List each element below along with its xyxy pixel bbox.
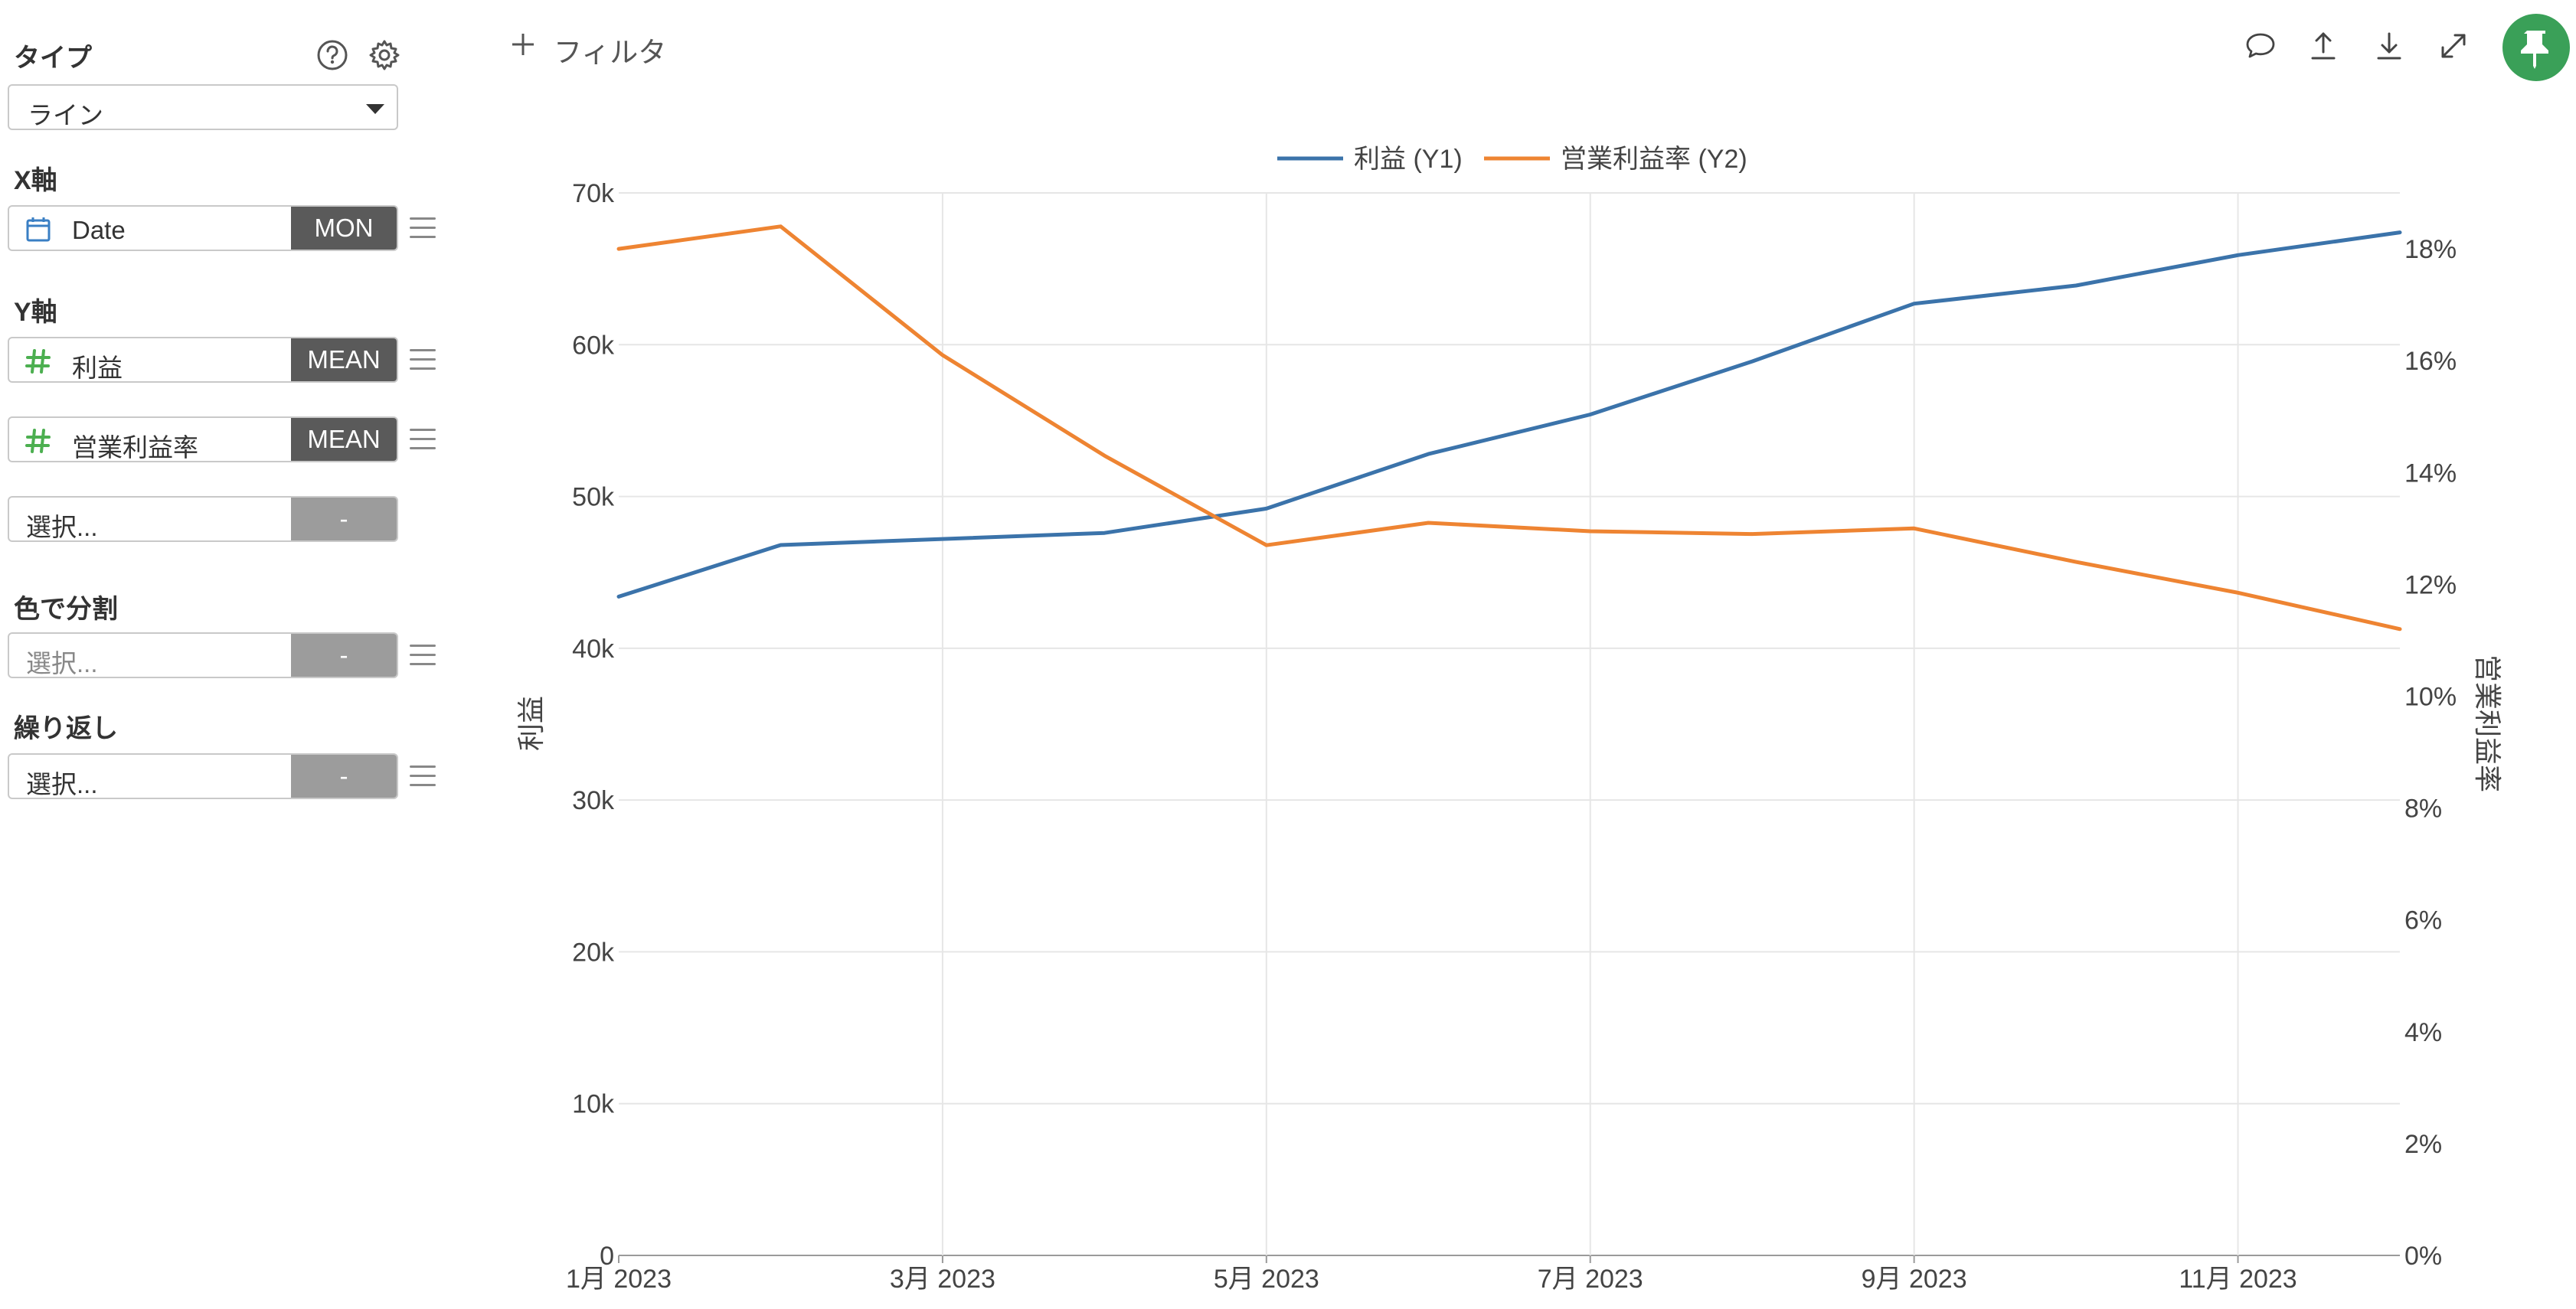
y2-tick-label: 0% (2404, 1242, 2442, 1271)
legend-label-2: 営業利益率 (Y2) (1561, 145, 1747, 174)
x-tick-label: 1月 2023 (566, 1265, 672, 1294)
legend-label-1: 利益 (Y1) (1354, 145, 1463, 174)
repeat-empty-aggregation: - (291, 755, 397, 798)
y2-tick-label: 6% (2404, 906, 2442, 935)
y-axis-aggregation-button[interactable]: MEAN (291, 338, 397, 381)
y-axis-aggregation-button[interactable]: MEAN (291, 418, 397, 461)
calendar-icon (26, 217, 51, 242)
y-axis-field-name: 営業利益率 (72, 433, 198, 462)
color-section-label: 色で分割 (14, 595, 118, 624)
y1-tick-label: 0 (600, 1242, 614, 1271)
number-icon (25, 429, 51, 453)
y1-tick-label: 30k (572, 786, 615, 815)
filter-label: フィルタ (554, 37, 667, 68)
y1-axis-title: 利益 (515, 696, 547, 751)
chart-config-sidebar: タイプ ライン X軸 Date MON Y軸 (0, 0, 459, 1309)
y-axis-field-margin[interactable]: 営業利益率 MEAN (8, 416, 398, 462)
upload-icon[interactable] (2306, 29, 2340, 63)
number-icon (25, 349, 51, 374)
x-tick-label: 9月 2023 (1862, 1265, 1967, 1294)
x-axis-section-label: X軸 (14, 166, 57, 195)
x-axis-aggregation-button[interactable]: MON (291, 207, 397, 250)
y-axis-empty-aggregation: - (291, 498, 397, 540)
y-axis-field-profit[interactable]: 利益 MEAN (8, 337, 398, 383)
y1-tick-label: 40k (572, 635, 615, 664)
download-icon[interactable] (2372, 29, 2406, 63)
y1-tick-label: 60k (572, 331, 615, 360)
y2-tick-label: 8% (2404, 795, 2442, 824)
y1-tick-label: 10k (572, 1090, 615, 1119)
series-line-1 (616, 230, 2402, 599)
y2-tick-label: 14% (2404, 459, 2457, 488)
y-axis-placeholder: 選択... (26, 513, 98, 541)
pin-icon (2521, 31, 2548, 69)
x-tick-label: 5月 2023 (1214, 1265, 1319, 1294)
drag-handle-icon[interactable] (410, 217, 436, 239)
drag-handle-icon[interactable] (410, 645, 436, 666)
y2-tick-label: 4% (2404, 1018, 2442, 1047)
type-section-label: タイプ (14, 44, 92, 73)
plus-icon (512, 34, 534, 55)
repeat-placeholder: 選択... (26, 770, 98, 798)
pin-button[interactable] (2502, 14, 2570, 81)
x-axis-field[interactable]: Date MON (8, 205, 398, 251)
x-tick-label: 3月 2023 (890, 1265, 995, 1294)
y2-tick-label: 16% (2404, 347, 2457, 376)
gear-icon[interactable] (366, 37, 403, 73)
chevron-down-icon (366, 104, 384, 114)
x-tick-label: 11月 2023 (2179, 1265, 2296, 1294)
color-placeholder: 選択... (26, 649, 98, 677)
chart-type-value: ライン (28, 101, 103, 129)
x-axis-field-name: Date (72, 216, 126, 244)
y1-tick-label: 70k (572, 179, 615, 208)
y1-tick-label: 20k (572, 938, 615, 967)
y2-tick-label: 12% (2404, 570, 2457, 599)
drag-handle-icon[interactable] (410, 349, 436, 371)
color-empty-aggregation: - (291, 634, 397, 677)
y2-tick-label: 2% (2404, 1130, 2442, 1159)
y-axis-add-field[interactable]: 選択... - (8, 496, 398, 542)
repeat-section-label: 繰り返し (14, 714, 118, 743)
y2-tick-label: 18% (2404, 235, 2457, 264)
comment-icon[interactable] (2244, 29, 2277, 63)
y-axis-section-label: Y軸 (14, 298, 57, 327)
drag-handle-icon[interactable] (410, 765, 436, 787)
repeat-field[interactable]: 選択... - (8, 753, 398, 799)
y2-tick-label: 10% (2404, 682, 2457, 711)
color-split-field[interactable]: 選択... - (8, 632, 398, 678)
y1-tick-label: 50k (572, 483, 615, 512)
chart-type-select[interactable]: ライン (8, 84, 398, 130)
x-tick-label: 7月 2023 (1538, 1265, 1643, 1294)
help-icon[interactable] (314, 37, 351, 73)
expand-icon[interactable] (2437, 29, 2470, 63)
series-line-2 (616, 224, 2402, 632)
y2-axis-title: 営業利益率 (2472, 654, 2503, 792)
y-axis-field-name: 利益 (72, 354, 123, 382)
drag-handle-icon[interactable] (410, 429, 436, 450)
